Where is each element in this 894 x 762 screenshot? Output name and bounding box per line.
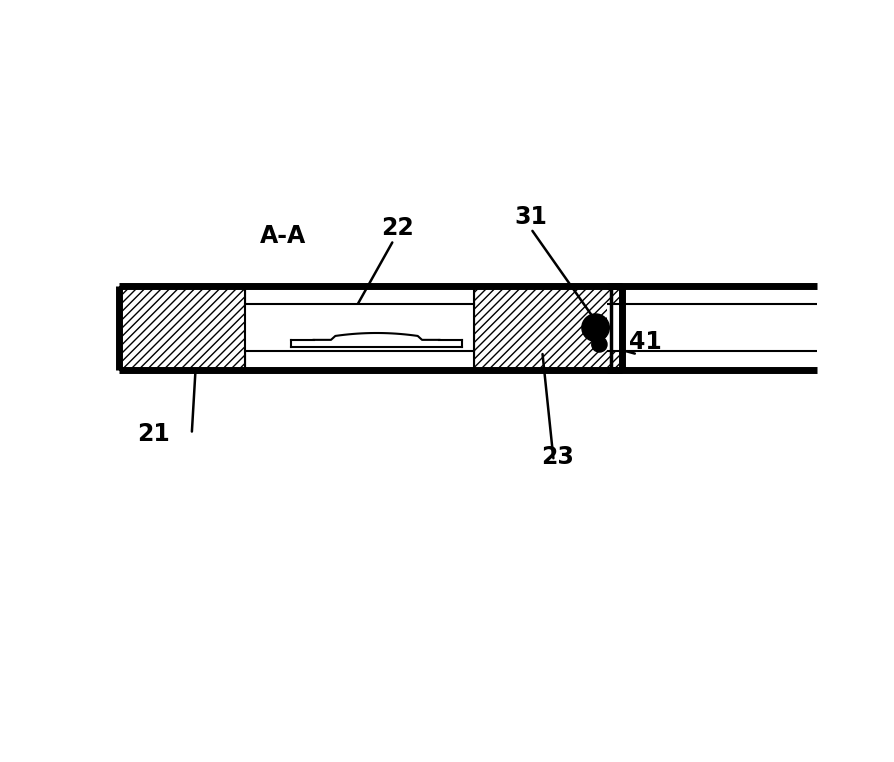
Bar — [119, 286, 245, 370]
Text: 31: 31 — [514, 205, 547, 229]
Bar — [245, 304, 474, 351]
Bar — [474, 286, 622, 370]
Circle shape — [582, 314, 610, 341]
Text: 41: 41 — [628, 331, 662, 354]
Text: A-A: A-A — [260, 224, 307, 248]
Bar — [607, 305, 816, 351]
Bar — [119, 286, 622, 370]
Text: 21: 21 — [138, 422, 170, 446]
Circle shape — [592, 337, 607, 352]
Text: 23: 23 — [541, 445, 574, 469]
Text: 22: 22 — [381, 216, 414, 240]
